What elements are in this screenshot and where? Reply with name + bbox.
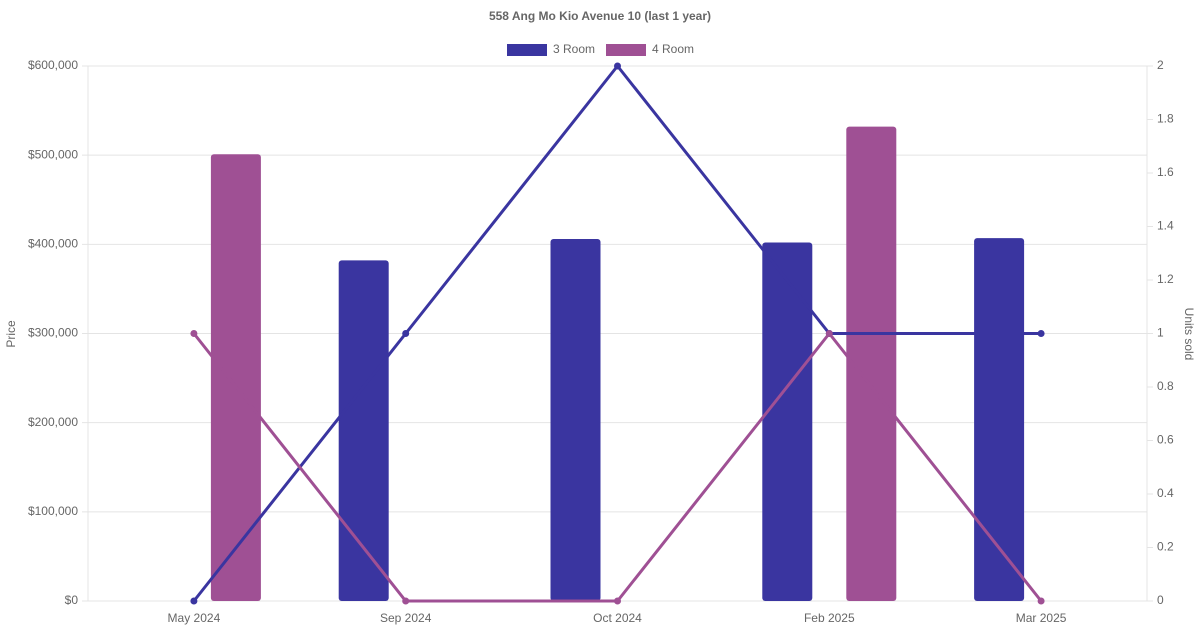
y-tick-label: $300,000 (28, 326, 78, 340)
bar (338, 260, 389, 601)
x-tick-label: Mar 2025 (1016, 611, 1067, 625)
y2-tick-label: 1.2 (1157, 272, 1174, 286)
y2-axis-title: Units sold (1182, 308, 1196, 361)
bar (846, 126, 897, 601)
y-axis-title: Price (4, 320, 18, 348)
y2-tick-label: 1.6 (1157, 165, 1174, 179)
chart-title: 558 Ang Mo Kio Avenue 10 (last 1 year) (489, 9, 711, 23)
y2-tick-label: 0.8 (1157, 379, 1174, 393)
point (190, 597, 198, 605)
y2-tick-label: 1.4 (1157, 219, 1174, 233)
y-tick-label: $200,000 (28, 415, 78, 429)
x-tick-label: Sep 2024 (380, 611, 432, 625)
bar (550, 238, 601, 601)
y2-tick-label: 2 (1157, 58, 1164, 72)
x-tick-label: May 2024 (168, 611, 221, 625)
legend-swatch (606, 44, 646, 56)
y2-tick-label: 1.8 (1157, 112, 1174, 126)
point (825, 330, 833, 337)
point (1037, 330, 1045, 337)
bar (974, 238, 1025, 601)
x-tick-label: Feb 2025 (804, 611, 855, 625)
y2-tick-label: 0.4 (1157, 486, 1174, 500)
legend-label: 4 Room (652, 42, 694, 56)
x-tick-label: Oct 2024 (593, 611, 642, 625)
y2-tick-label: 1 (1157, 326, 1164, 340)
y-tick-label: $600,000 (28, 58, 78, 72)
legend-label: 3 Room (553, 42, 595, 56)
line (192, 331, 1043, 603)
point (402, 597, 410, 605)
point (1037, 597, 1045, 605)
point (614, 62, 621, 70)
legend-swatch (507, 44, 547, 56)
bar (762, 242, 813, 602)
y2-tick-label: 0 (1157, 593, 1164, 607)
point (614, 597, 621, 605)
y-tick-label: $0 (65, 593, 79, 607)
y-tick-label: $400,000 (28, 237, 78, 251)
y-tick-label: $100,000 (28, 504, 78, 518)
y2-tick-label: 0.2 (1157, 540, 1174, 554)
point (190, 330, 198, 337)
y-tick-label: $500,000 (28, 147, 78, 161)
y2-tick-label: 0.6 (1157, 433, 1174, 447)
point (402, 330, 410, 337)
bar (210, 154, 261, 601)
